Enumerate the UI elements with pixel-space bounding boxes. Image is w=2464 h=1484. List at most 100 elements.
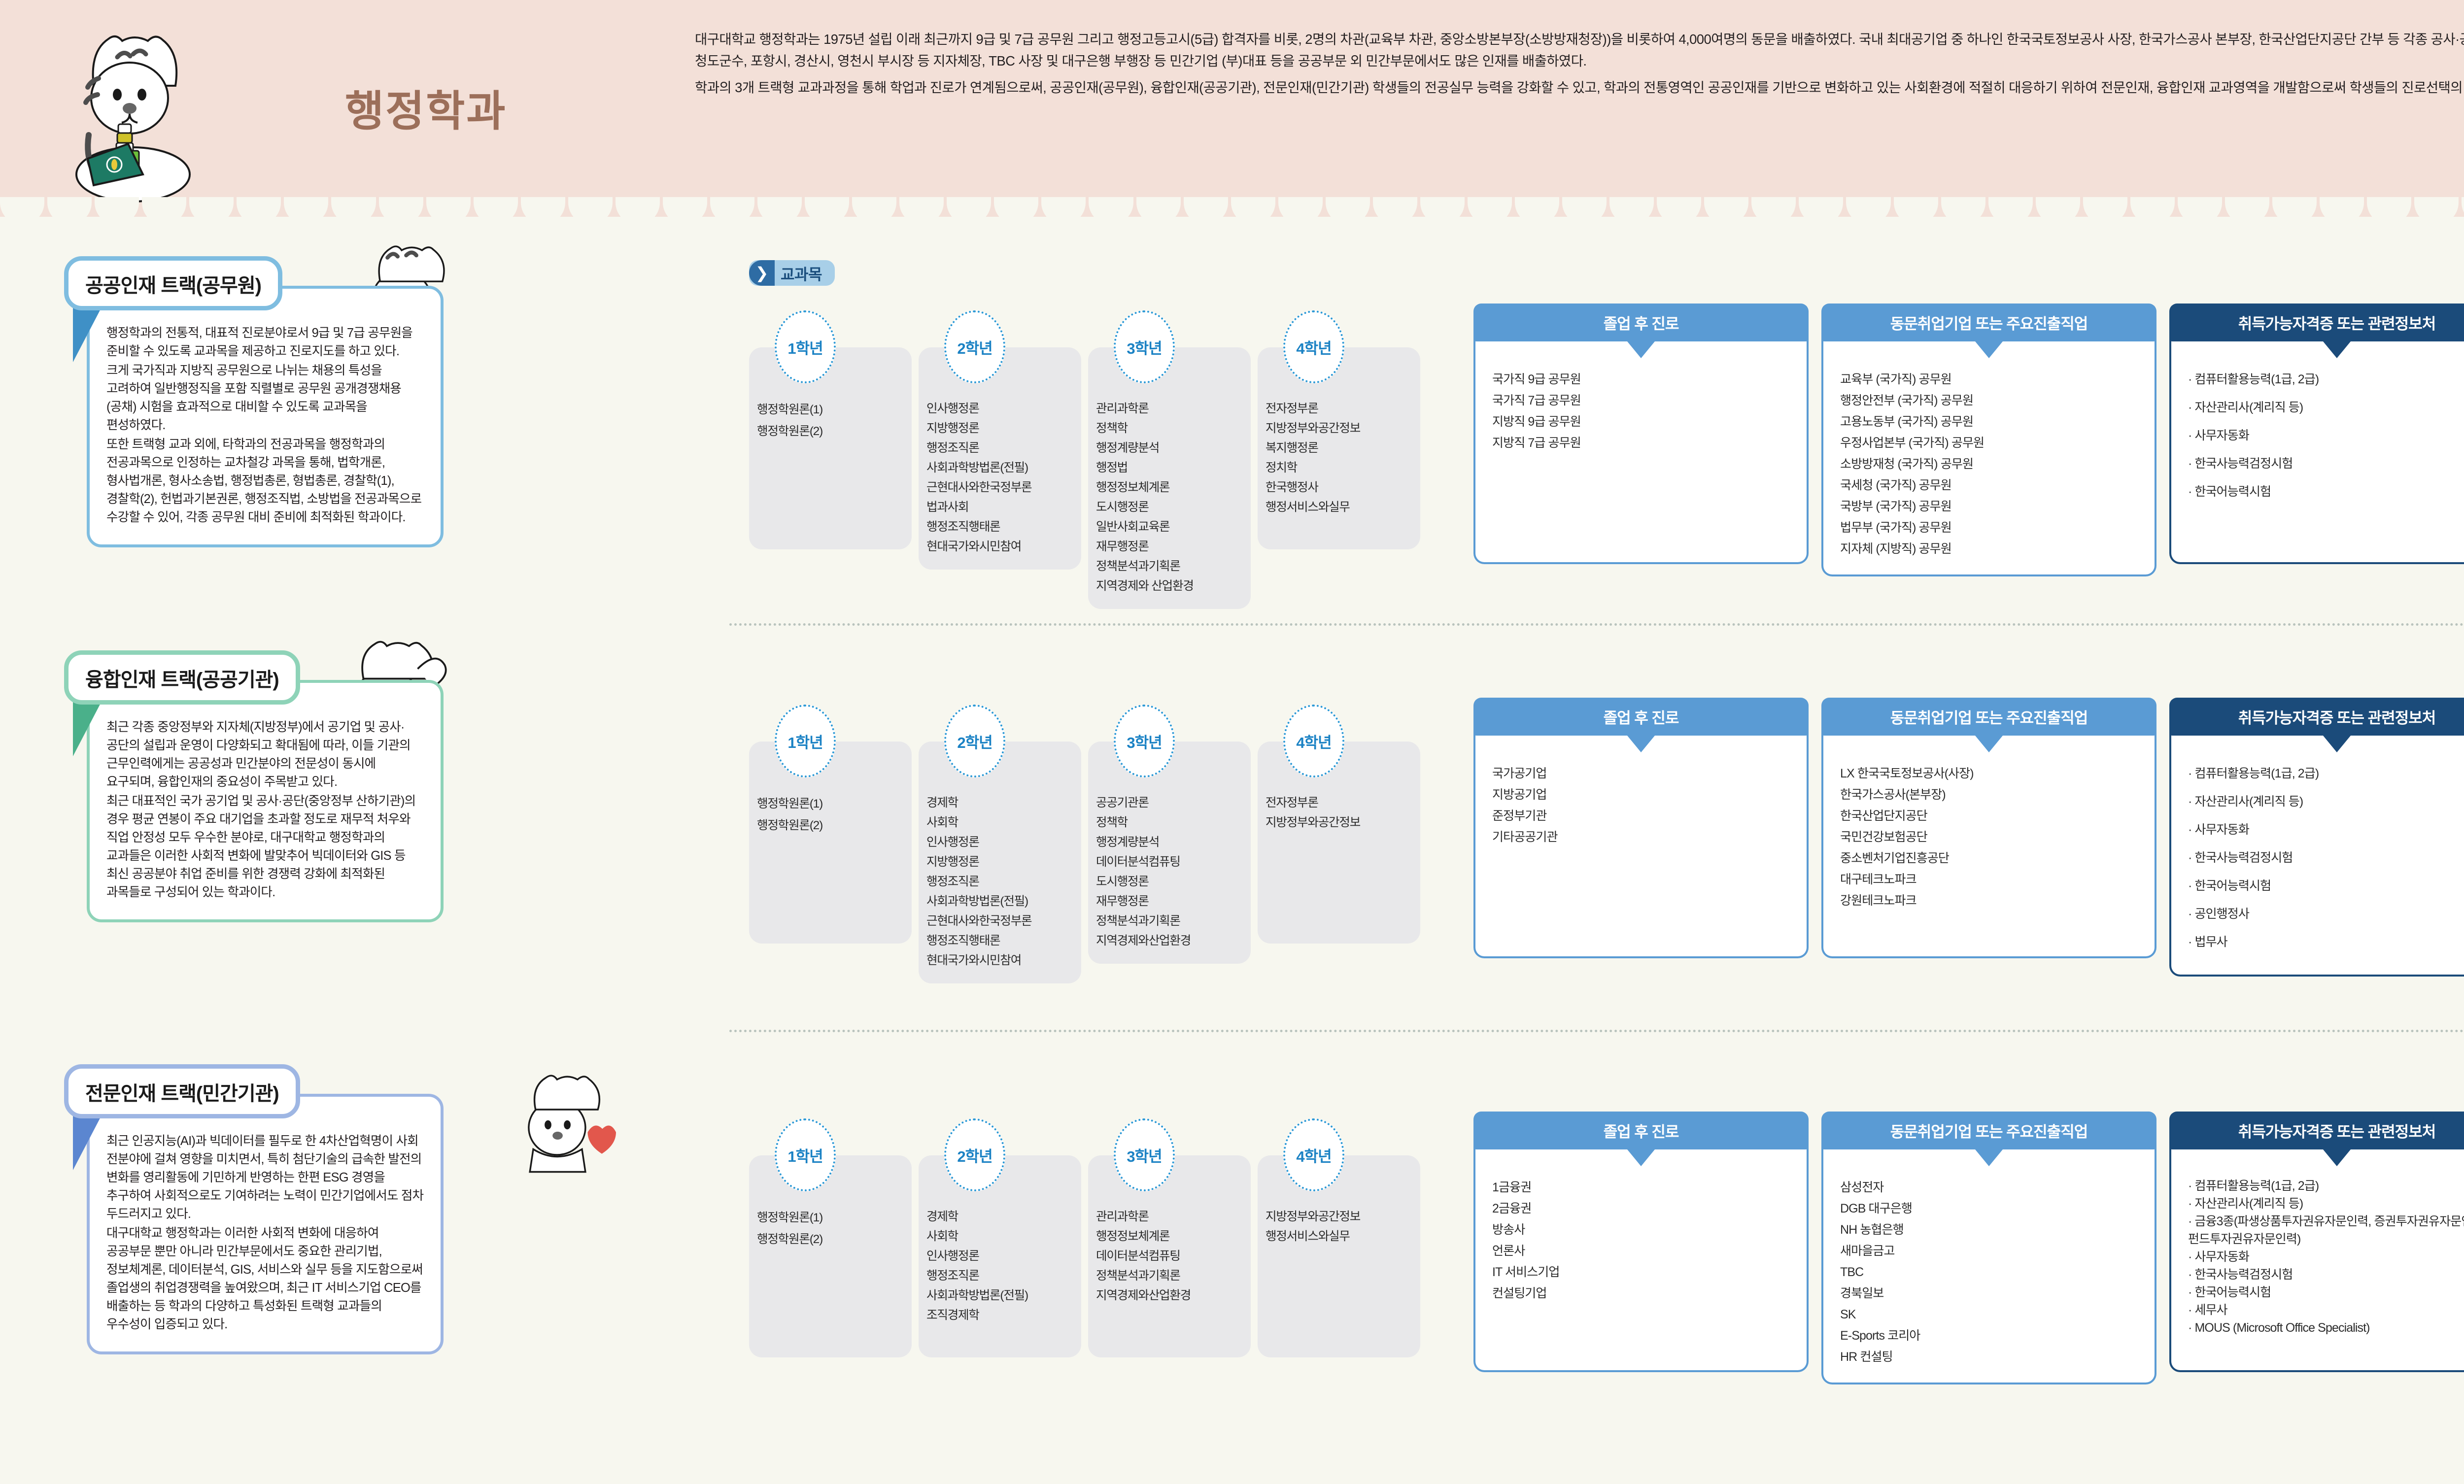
year-badge: 3학년 (1114, 705, 1175, 777)
list-item: 방송사 (1492, 1223, 1525, 1237)
list-item: NH 농협은행 (1840, 1223, 1904, 1237)
list-item: · 한국사능력검정시험 (2188, 1268, 2293, 1282)
year-badge: 1학년 (775, 705, 836, 777)
list-item: · 한국사능력검정시험 (2188, 851, 2293, 865)
employers-card: 동문취업기업 또는 주요진출직업 삼성전자 DGB 대구은행 NH 농협은행 새마을금고… (1821, 1112, 2156, 1384)
track-row-professional: 전문인재 트랙(민간기관) 최근 인공지능(AI)과 빅데이터를 필두로 한 4차… (0, 1064, 2464, 1458)
list-item: 고용노동부 (국가직) 공무원 (1840, 415, 1974, 429)
course-item: 지방행정론 (926, 855, 980, 869)
intro-paragraph-2: 학과의 3개 트랙형 교과과정을 통해 학업과 진로가 연계됨으로써, 공공인재… (695, 80, 2464, 95)
year-badge: 2학년 (944, 705, 1005, 777)
course-item: 법과사회 (926, 501, 969, 514)
year-column: 2학년 인사행정론 지방행정론 행정조직론 사회과학방법론(전필) 근현대사와한국정부론 법… (919, 310, 1081, 609)
employers-card-title: 동문취업기업 또는 주요진출직업 (1821, 1112, 2156, 1166)
track-panel: 융합인재 트랙(공공기관) 최근 각종 중앙정부와 지자체(지방정부)에서 공기업… (64, 650, 444, 922)
row-divider-1 (729, 623, 2464, 626)
career-card: 졸업 후 진로 국가직 9급 공무원 국가직 7급 공무원 지방직 9급 공무원 지방직… (1473, 304, 1809, 576)
track-title: 전문인재 트랙(민간기관) (64, 1064, 300, 1118)
course-item: 행정학원론(1) (757, 403, 823, 416)
intro-text: 대구대학교 행정학과는 1975년 설립 이래 최근까지 9급 및 7급 공무원… (695, 29, 2464, 103)
course-item: 전자정부론 (1266, 796, 1319, 809)
employers-card: 동문취업기업 또는 주요진출직업 교육부 (국가직) 공무원 행정안전부 (국가직)… (1821, 304, 2156, 576)
certificates-card: 취득가능자격증 또는 관련정보처 · 컴퓨터활용능력(1급, 2급) · 자산관리사… (2169, 1112, 2464, 1384)
track-description-paragraph: 또한 트랙형 교과 외에, 타학과의 전공과목을 행정학과의 전공과목으로 인정… (106, 438, 422, 524)
course-item: 지방정부와공간정보 (1266, 422, 1361, 435)
course-item: 행정계량분석 (1096, 836, 1160, 849)
course-item: 사회과학방법론(전필) (926, 461, 1028, 474)
year-column: 1학년 행정학원론(1) 행정학원론(2) (749, 1118, 912, 1357)
list-item: · 한국어능력시험 (2188, 879, 2271, 893)
list-item: 강원테크노파크 (1840, 894, 1917, 908)
year-column: 1학년 행정학원론(1) 행정학원론(2) (749, 705, 912, 983)
year-badge: 3학년 (1114, 310, 1175, 383)
course-item: 현대국가와시민참여 (926, 954, 1022, 967)
certificates-card: 취득가능자격증 또는 관련정보처 · 컴퓨터활용능력(1급, 2급) · 자산관리사… (2169, 698, 2464, 977)
certificates-card-title: 취득가능자격증 또는 관련정보처 (2169, 304, 2464, 358)
intro-paragraph-1: 대구대학교 행정학과는 1975년 설립 이래 최근까지 9급 및 7급 공무원… (695, 32, 2464, 68)
list-item: · 컴퓨터활용능력(1급, 2급) (2188, 372, 2319, 386)
career-card-body: 국가직 9급 공무원 국가직 7급 공무원 지방직 9급 공무원 지방직 7급 공무원 (1473, 333, 1809, 564)
course-item: 행정조직론 (926, 1269, 980, 1282)
list-item: · 세무사 (2188, 1303, 2228, 1317)
career-card-title: 졸업 후 진로 (1473, 1112, 1809, 1166)
year-badge-label: 4학년 (1296, 339, 1332, 357)
year-column: 3학년 관리과학론 정책학 행정계량분석 행정법 행정정보체계론 도시행정론 일반사회교육론 재… (1088, 310, 1251, 609)
list-item: · 자산관리사(계리직 등) (2188, 401, 2303, 414)
info-card-group: 졸업 후 진로 1금융권 2금융권 방송사 언론사 IT 서비스기업 컨설팅기업 동문취업기업… (1473, 1112, 2464, 1384)
list-item: 삼성전자 (1840, 1180, 1884, 1194)
course-item: 재무행정론 (1096, 540, 1149, 553)
year-course-box: 관리과학론 정책학 행정계량분석 행정법 행정정보체계론 도시행정론 일반사회교육론 재무행정… (1088, 347, 1251, 609)
list-item: 2금융권 (1492, 1202, 1532, 1215)
course-item: 데이터분석컴퓨팅 (1096, 1249, 1181, 1263)
year-badge-label: 1학년 (787, 1147, 823, 1165)
list-item: 국가공기업 (1492, 767, 1547, 780)
list-item: · 금융3종(파생상품투자권유자문인력, 증권투자권유자문인력, 펀드투자권유자… (2188, 1214, 2464, 1246)
course-item: 인사행정론 (926, 1249, 980, 1263)
employers-card-body: LX 한국국토정보공사(사장) 한국가스공사(본부장) 한국산업단지공단 국민건강보험… (1821, 727, 2156, 958)
list-item: 컨설팅기업 (1492, 1286, 1547, 1300)
list-item: · 한국사능력검정시험 (2188, 457, 2293, 471)
year-badge: 2학년 (944, 310, 1005, 383)
track-row-convergence: 융합인재 트랙(공공기관) 최근 각종 중앙정부와 지자체(지방정부)에서 공기업… (0, 650, 2464, 1020)
year-course-box: 인사행정론 지방행정론 행정조직론 사회과학방법론(전필) 근현대사와한국정부론 법과사회… (919, 347, 1081, 570)
list-item: 언론사 (1492, 1244, 1525, 1258)
course-item: 사회학 (926, 816, 958, 829)
year-badge-label: 2학년 (957, 339, 992, 357)
list-item: 중소벤처기업진흥공단 (1840, 851, 1950, 865)
track-description-paragraph: 최근 대표적인 국가 공기업 및 공사·공단(중앙정부 산하기관)의 경우 평균… (106, 794, 416, 899)
list-item: · 한국어능력시험 (2188, 1285, 2271, 1299)
course-item: 지역경제와산업환경 (1096, 1289, 1191, 1302)
year-badge-label: 2학년 (957, 734, 992, 751)
list-item: · MOUS (Microsoft Office Specialist) (2188, 1321, 2370, 1335)
employers-card: 동문취업기업 또는 주요진출직업 LX 한국국토정보공사(사장) 한국가스공사(본부… (1821, 698, 2156, 977)
list-item: 지방직 9급 공무원 (1492, 415, 1581, 429)
list-item: 국민건강보험공단 (1840, 830, 1928, 844)
list-item: 국세청 (국가직) 공무원 (1840, 478, 1952, 492)
year-column: 3학년 관리과학론 행정정보체계론 데이터분석컴퓨팅 정책분석과기획론 지역경제와산업환경 (1088, 1118, 1251, 1357)
speech-tail-icon (73, 700, 103, 756)
year-badge-label: 1학년 (787, 734, 823, 751)
course-item: 행정학원론(2) (757, 819, 823, 832)
certificates-card-body: · 컴퓨터활용능력(1급, 2급) · 자산관리사(계리직 등) · 금융3종(파생… (2169, 1141, 2464, 1372)
course-item: 현대국가와시민참여 (926, 540, 1022, 553)
list-item: 국방부 (국가직) 공무원 (1840, 500, 1952, 513)
course-item: 행정학원론(1) (757, 1211, 823, 1224)
track-description-paragraph: 최근 인공지능(AI)과 빅데이터를 필두로 한 4차산업혁명이 사회 전분야에… (106, 1134, 424, 1221)
year-course-box: 전자정부론 지방정부와공간정보 복지행정론 정치학 한국행정사 행정서비스와실무 (1258, 347, 1420, 549)
row-divider-2 (729, 1030, 2464, 1032)
year-column: 2학년 경제학 사회학 인사행정론 지방행정론 행정조직론 사회과학방법론(전필) 근현대사와… (919, 705, 1081, 983)
track-description: 행정학과의 전통적, 대표적 진로분야로서 9급 및 7급 공무원을 준비할 수… (87, 286, 444, 547)
employers-card-body: 삼성전자 DGB 대구은행 NH 농협은행 새마을금고 TBC 경북일보 SK E-Sport… (1821, 1141, 2156, 1384)
year-column: 4학년 지방정부와공간정보 행정서비스와실무 (1258, 1118, 1420, 1357)
list-item: · 사무자동화 (2188, 429, 2250, 442)
certificates-card-body: · 컴퓨터활용능력(1급, 2급) · 자산관리사(계리직 등) · 사무자동화 · … (2169, 727, 2464, 977)
career-card-title: 졸업 후 진로 (1473, 304, 1809, 358)
list-item: 기타공공기관 (1492, 830, 1558, 844)
list-item: · 한국어능력시험 (2188, 485, 2271, 499)
list-item: 소방방재청 (국가직) 공무원 (1840, 457, 1974, 471)
list-item: 지자체 (지방직) 공무원 (1840, 542, 1952, 556)
list-item: 우정사업본부 (국가직) 공무원 (1840, 436, 1985, 450)
employers-card-body: 교육부 (국가직) 공무원 행정안전부 (국가직) 공무원 고용노동부 (국가직) … (1821, 333, 2156, 576)
course-item: 인사행정론 (926, 836, 980, 849)
list-item: LX 한국국토정보공사(사장) (1840, 767, 1974, 780)
